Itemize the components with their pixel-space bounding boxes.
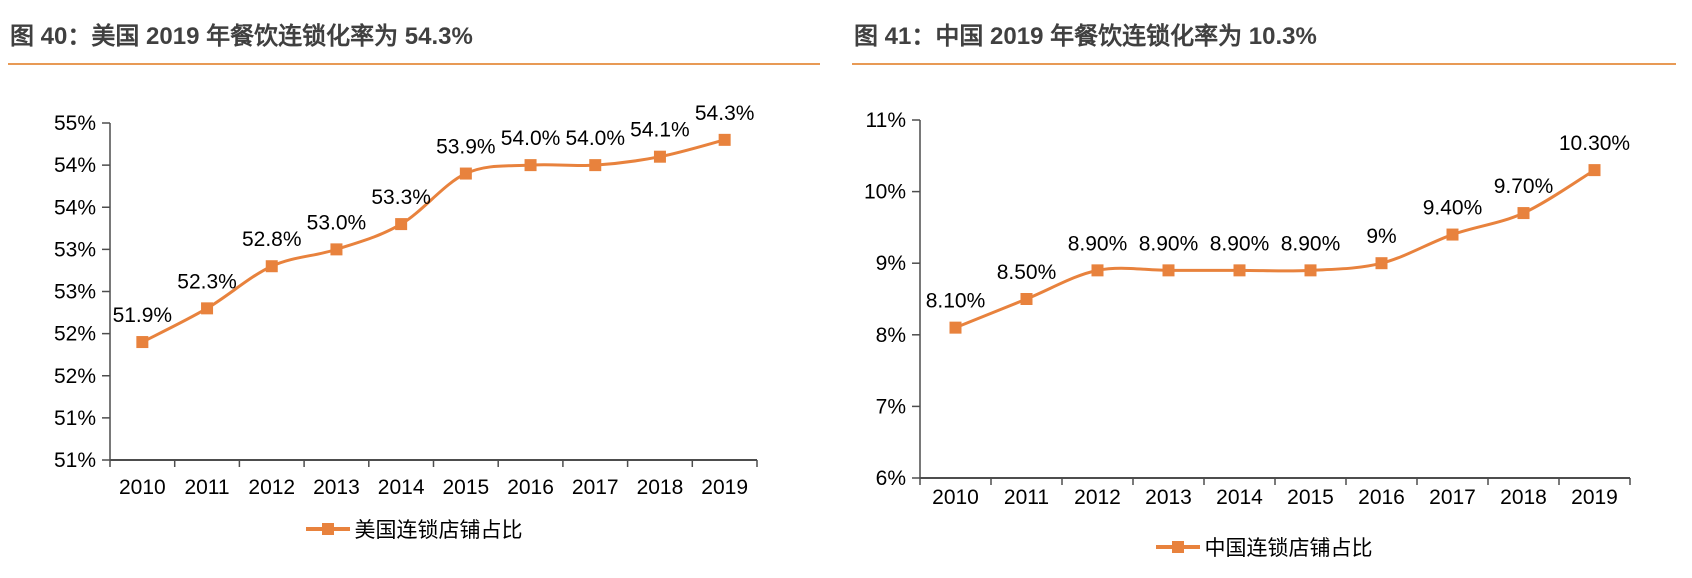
x-tick-label: 2015 [442, 476, 489, 499]
figure-china-chain-rate: 图 41：中国 2019 年餐饮连锁化率为 10.3% 11% 10% 9% 8% 7%… [852, 14, 1676, 574]
data-point-marker [718, 133, 731, 146]
data-point-marker [524, 159, 537, 172]
legend-line-marker-icon [1155, 540, 1200, 554]
data-label: 53.0% [307, 211, 367, 234]
data-label: 10.30% [1559, 132, 1630, 155]
legend-label: 美国连锁店铺占比 [354, 519, 523, 542]
data-label: 54.1% [630, 119, 690, 142]
line-chart-us: 55%54%54%53%53%52%52%51%51%2010 2011 2012 2… [54, 102, 758, 499]
y-tick-label: 55% [54, 112, 96, 135]
x-tick-label: 2013 [1145, 486, 1192, 509]
x-tick-label: 2017 [572, 476, 619, 499]
x-tick-label: 2013 [313, 476, 360, 499]
line-chart-china: 11%10%9%8%7%6%2010 2011 2012 2013 2014 2015 20… [864, 109, 1631, 509]
data-point-marker [1020, 293, 1033, 305]
data-point-marker [330, 243, 343, 256]
x-tick-label: 2018 [637, 476, 684, 499]
data-label: 8.10% [926, 290, 986, 313]
legend: 中国连锁店铺占比 [852, 532, 1676, 562]
x-tick-label: 2015 [1287, 486, 1334, 509]
data-label: 53.9% [436, 136, 496, 159]
figure-title: 图 40：美国 2019 年餐饮连锁化率为 54.3% [10, 23, 473, 50]
data-label: 52.3% [177, 270, 237, 293]
data-point-marker [201, 302, 214, 315]
data-point-marker [1375, 257, 1388, 270]
y-tick-label: 7% [876, 395, 906, 418]
data-point-marker [589, 159, 602, 172]
series-markers: 8.10% 8.50% 8.90% 8.90% 8.90% 8.90% 9% 9.40% 9.7… [926, 132, 1630, 334]
data-point-marker [653, 150, 666, 163]
data-point-marker [1162, 264, 1175, 277]
legend-label: 中国连锁店铺占比 [1204, 537, 1373, 560]
y-tick-label: 54% [54, 154, 96, 177]
x-tick-label: 2016 [507, 476, 554, 499]
x-tick-label: 2011 [184, 476, 229, 499]
data-label: 9.70% [1494, 175, 1554, 198]
series-markers: 51.9%52.3%52.8%53.0%53.3%53.9% 54.0% 54.0%… [113, 102, 755, 349]
x-tick-label: 2018 [1500, 486, 1547, 509]
x-tick-label: 2010 [932, 486, 979, 509]
x-tick-label: 2011 [1004, 486, 1049, 509]
data-point-marker [1233, 264, 1246, 277]
y-tick-label: 51% [54, 407, 96, 430]
data-point-marker [1588, 164, 1601, 177]
data-label: 8.90% [1139, 232, 1199, 255]
y-tick-label: 6% [876, 467, 906, 490]
title-underline [852, 63, 1676, 65]
y-tick-label: 54% [54, 196, 96, 219]
x-tick-label: 2017 [1429, 486, 1476, 509]
series-line [141, 138, 726, 344]
x-tick-label: 2012 [248, 476, 295, 499]
y-tick-label: 51% [54, 449, 96, 472]
y-tick-label: 52% [54, 323, 96, 346]
data-label: 53.3% [371, 186, 431, 209]
data-point-marker [265, 260, 278, 273]
legend-line-marker-icon [305, 522, 350, 536]
x-tick-label: 2014 [378, 476, 425, 499]
figure-title: 图 41：中国 2019 年餐饮连锁化率为 10.3% [854, 23, 1317, 50]
y-tick-label: 10% [864, 181, 906, 204]
title-underline [8, 63, 820, 65]
data-label: 8.50% [997, 261, 1057, 284]
data-point-marker [395, 218, 408, 231]
x-tick-label: 2019 [1571, 486, 1618, 509]
y-tick-label: 52% [54, 365, 96, 388]
data-label: 9.40% [1423, 197, 1483, 220]
y-tick-label: 53% [54, 238, 96, 261]
data-label: 54.0% [565, 127, 625, 150]
x-tick-label: 2014 [1216, 486, 1263, 509]
data-label: 54.3% [695, 102, 755, 125]
data-point-marker [1304, 264, 1317, 277]
data-point-marker [949, 321, 962, 334]
data-label: 8.90% [1068, 232, 1128, 255]
data-label: 8.90% [1281, 232, 1341, 255]
data-point-marker [136, 336, 149, 349]
y-tick-label: 9% [876, 252, 906, 275]
x-axis: 2010 2011 2012 2013 2014 2015 2016 2017 2018 2019 [109, 459, 758, 499]
x-tick-label: 2016 [1358, 486, 1405, 509]
data-label: 8.90% [1210, 232, 1270, 255]
data-point-marker [1446, 228, 1459, 241]
x-tick-label: 2012 [1074, 486, 1121, 509]
figure-us-chain-rate: 图 40：美国 2019 年餐饮连锁化率为 54.3% 55% 54% 54% 53%… [8, 14, 820, 574]
data-point-marker [459, 167, 472, 180]
data-label: 9% [1366, 225, 1396, 248]
y-tick-label: 11% [866, 109, 906, 132]
data-point-marker [1517, 207, 1530, 220]
x-tick-label: 2019 [701, 476, 748, 499]
y-axis: 11% 10% 9% 8% 7% 6% [864, 109, 921, 490]
data-label: 51.9% [113, 304, 173, 327]
legend: 美国连锁店铺占比 [8, 514, 820, 544]
data-label: 52.8% [242, 228, 302, 251]
y-axis: 55% 54% 54% 53% 53% 52% 52% 51% 51% [54, 112, 111, 472]
series-line [954, 168, 1596, 330]
y-tick-label: 8% [876, 324, 906, 347]
data-point-marker [1091, 264, 1104, 277]
x-tick-label: 2010 [119, 476, 166, 499]
y-tick-label: 53% [54, 281, 96, 304]
data-label: 54.0% [501, 127, 561, 150]
x-axis: 2010 2011 2012 2013 2014 2015 2016 2017 2018 2019 [919, 477, 1631, 509]
